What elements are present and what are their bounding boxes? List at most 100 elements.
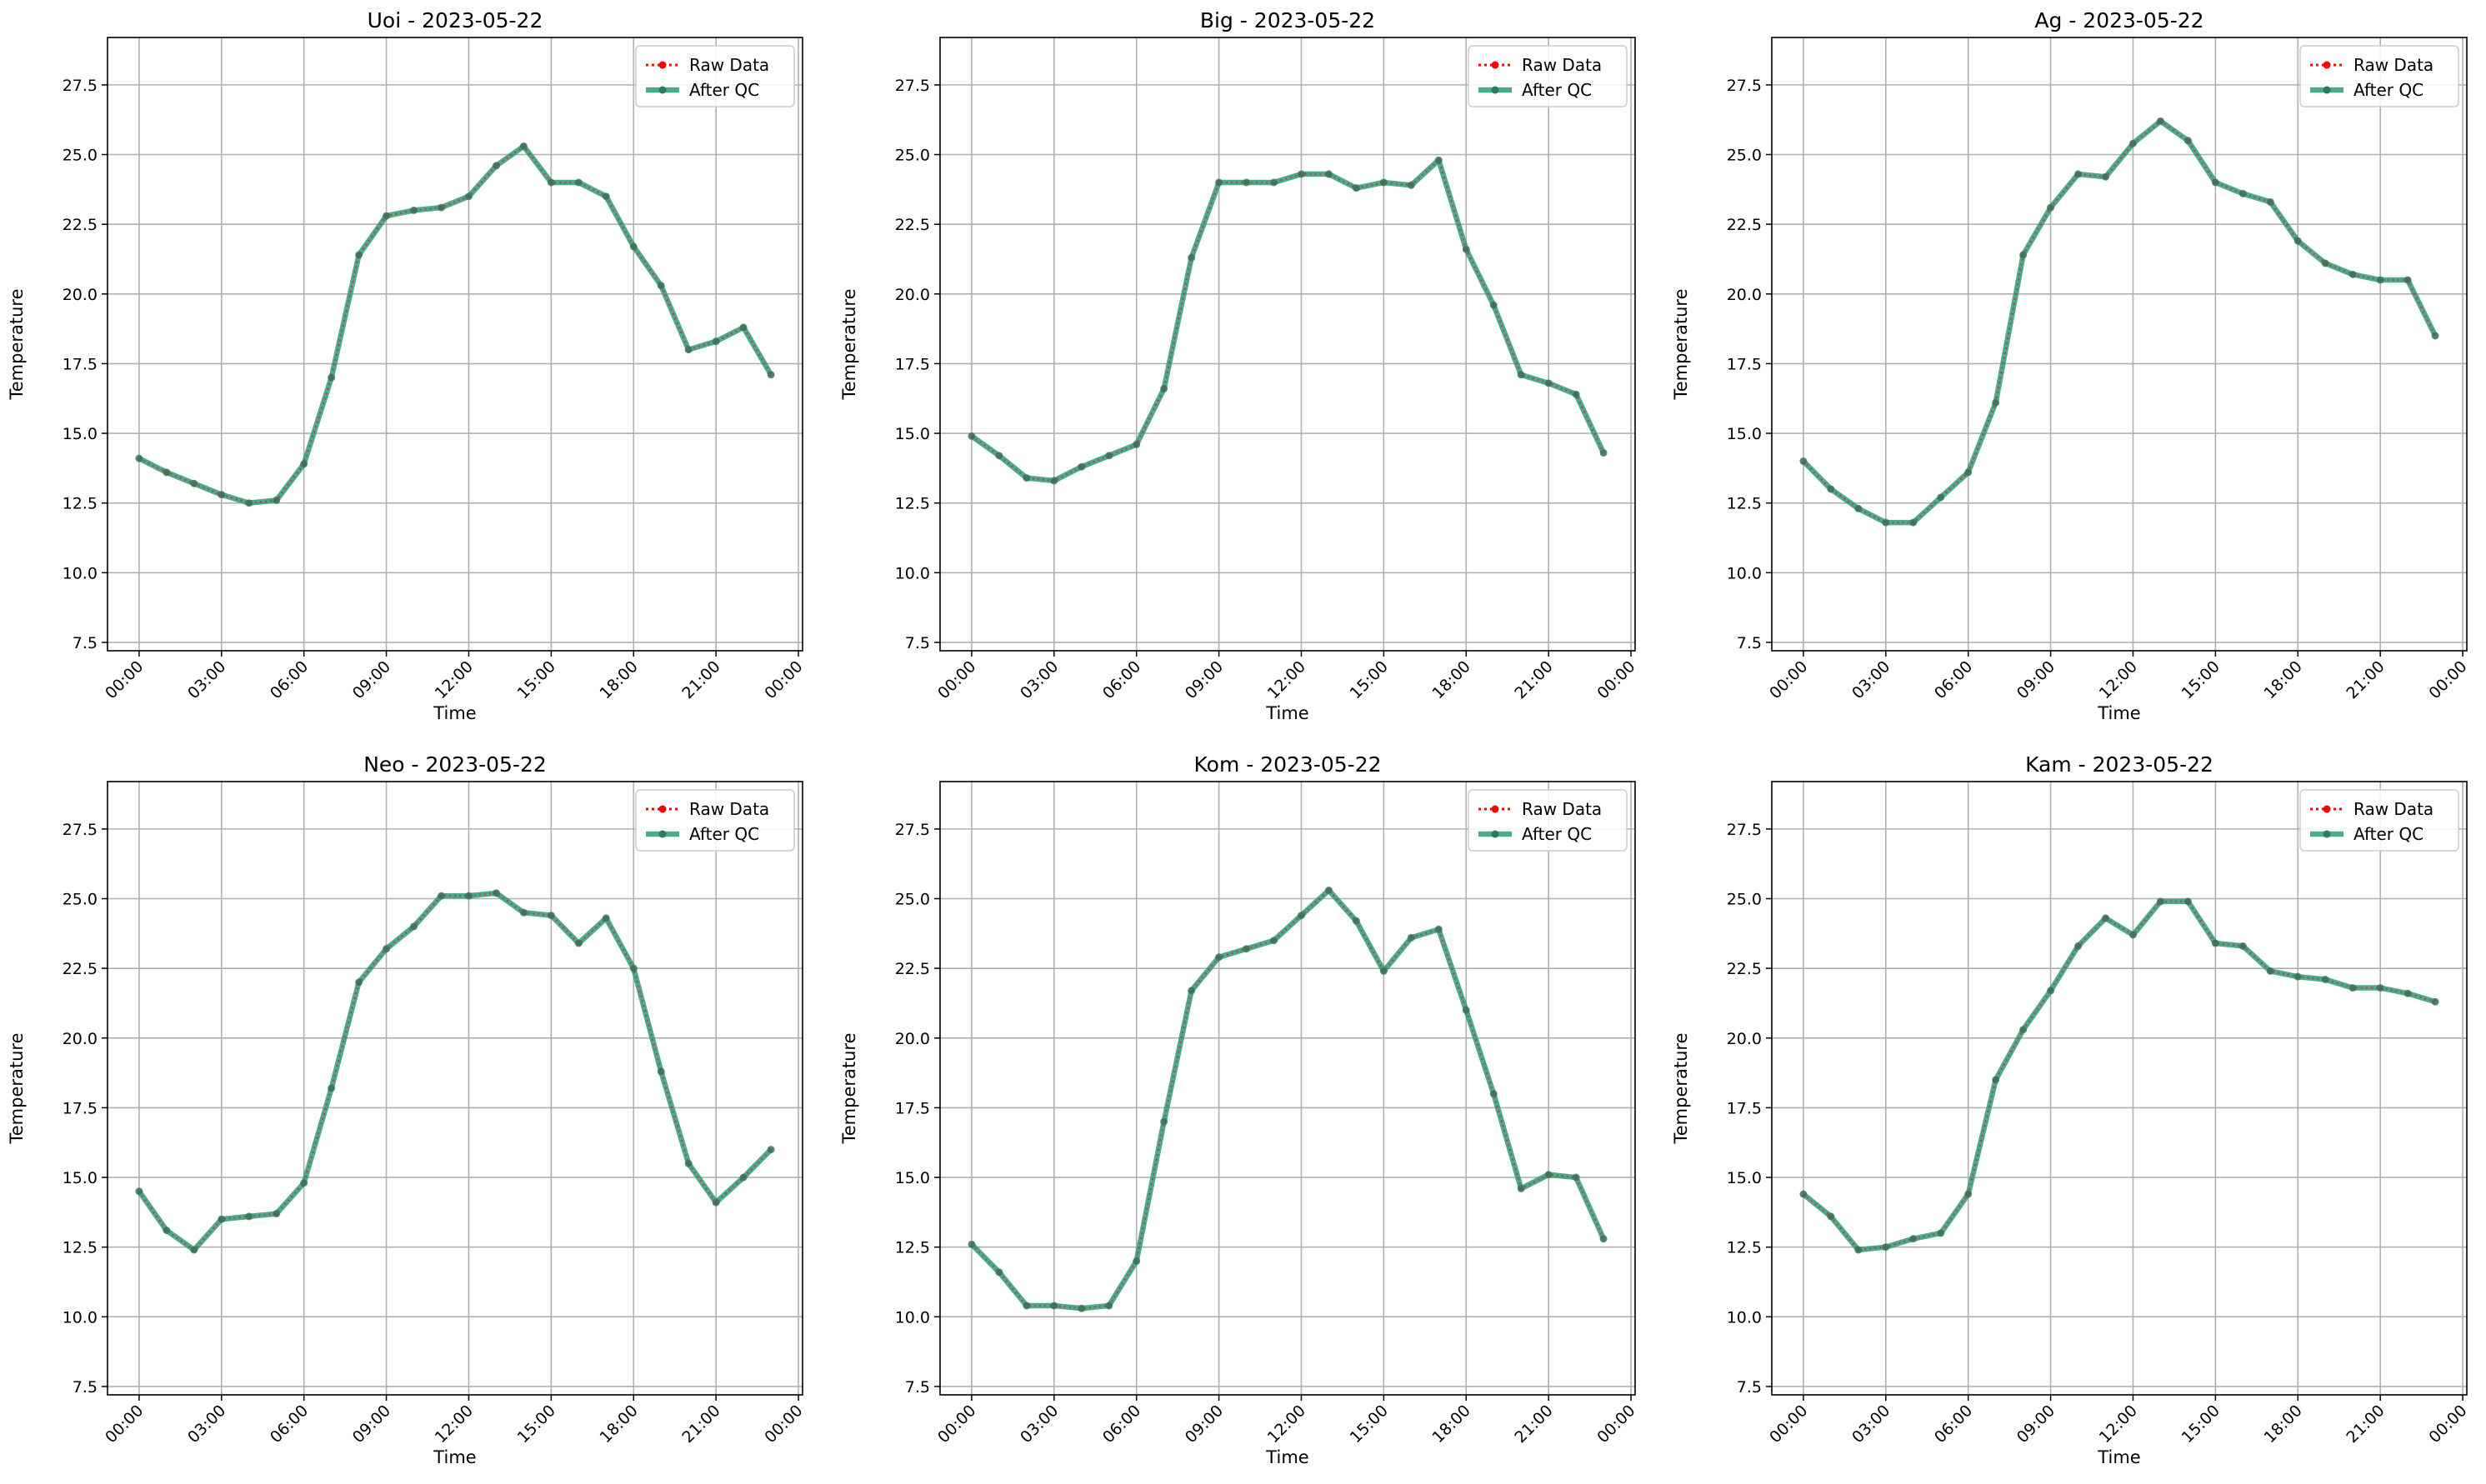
data-point-after-qc bbox=[1489, 1090, 1498, 1098]
x-tick-label: 00:00 bbox=[1593, 657, 1638, 702]
data-point-after-qc bbox=[1297, 170, 1305, 178]
legend-label-raw-data: Raw Data bbox=[2353, 55, 2433, 75]
data-point-after-qc bbox=[1243, 945, 1251, 953]
y-tick-label: 15.0 bbox=[895, 1169, 930, 1187]
data-point-after-qc bbox=[2321, 976, 2329, 984]
y-tick-label: 10.0 bbox=[895, 1308, 930, 1327]
legend-marker-after-qc bbox=[1491, 830, 1499, 838]
x-tick-label: 21:00 bbox=[2343, 657, 2388, 702]
data-point-after-qc bbox=[684, 346, 693, 354]
series-line-after-qc bbox=[970, 157, 1607, 484]
y-tick-label: 22.5 bbox=[1727, 216, 1762, 234]
data-point-after-qc bbox=[1023, 474, 1031, 482]
chart-title: Big - 2023-05-22 bbox=[1200, 8, 1375, 32]
x-tick-label: 12:00 bbox=[432, 1402, 477, 1447]
x-tick-label: 06:00 bbox=[1099, 657, 1144, 702]
y-tick-label: 7.5 bbox=[905, 1378, 930, 1397]
data-point-after-qc bbox=[2102, 914, 2110, 922]
axes-frame bbox=[1771, 37, 2468, 652]
legend-marker-raw-data bbox=[658, 61, 667, 69]
legend-label-after-qc: After QC bbox=[2353, 824, 2423, 844]
data-point-after-qc bbox=[2431, 997, 2439, 1006]
y-tick-label: 7.5 bbox=[1737, 634, 1762, 652]
y-tick-label: 25.0 bbox=[1727, 891, 1762, 909]
data-point-after-qc bbox=[2376, 984, 2384, 992]
data-point-after-qc bbox=[1854, 1246, 1863, 1254]
data-point-after-qc bbox=[1379, 967, 1388, 975]
x-tick-label: 03:00 bbox=[1848, 657, 1893, 702]
legend-marker-after-qc bbox=[2323, 830, 2331, 838]
data-point-after-qc bbox=[2376, 276, 2384, 284]
legend-label-raw-data: Raw Data bbox=[2353, 799, 2433, 819]
y-tick-label: 17.5 bbox=[63, 1099, 98, 1117]
y-tick-label: 7.5 bbox=[73, 1378, 98, 1397]
data-point-after-qc bbox=[1188, 253, 1196, 262]
y-tick-label: 22.5 bbox=[895, 960, 930, 978]
legend: Raw Data After QC bbox=[1468, 789, 1628, 852]
x-tick-label: 06:00 bbox=[1931, 1402, 1976, 1447]
data-point-after-qc bbox=[2238, 942, 2247, 950]
data-point-after-qc bbox=[1517, 371, 1525, 379]
x-tick-label: 12:00 bbox=[432, 657, 477, 702]
x-axis-label: Time bbox=[2097, 703, 2140, 723]
legend-marker-raw-data bbox=[2323, 61, 2331, 69]
data-point-after-qc bbox=[1937, 493, 1945, 502]
data-point-after-qc bbox=[355, 978, 363, 987]
data-point-after-qc bbox=[1215, 953, 1223, 962]
data-point-after-qc bbox=[135, 1187, 143, 1196]
y-tick-label: 20.0 bbox=[895, 1030, 930, 1048]
y-tick-label: 15.0 bbox=[1727, 425, 1762, 443]
subplot-6: Kam - 2023-05-22 00:00 03:00 06:00 09:00 12:0… bbox=[1671, 752, 2471, 1467]
data-point-after-qc bbox=[2348, 270, 2357, 278]
legend-label-raw-data: Raw Data bbox=[1522, 55, 1602, 75]
data-point-after-qc bbox=[1827, 1212, 1835, 1221]
x-tick-label: 12:00 bbox=[1264, 657, 1309, 702]
y-tick-label: 25.0 bbox=[63, 891, 98, 909]
y-tick-label: 27.5 bbox=[63, 77, 98, 95]
subplot-1: Uoi - 2023-05-22 00:00 03:00 06:00 09:00 12:0… bbox=[7, 8, 807, 723]
y-tick-label: 12.5 bbox=[1727, 495, 1762, 513]
legend: Raw Data After QC bbox=[2299, 789, 2459, 852]
y-tick-label: 10.0 bbox=[63, 1308, 98, 1327]
x-tick-label: 00:00 bbox=[934, 657, 979, 702]
data-point-after-qc bbox=[547, 178, 555, 187]
legend-label-raw-data: Raw Data bbox=[689, 799, 769, 819]
x-tick-label: 18:00 bbox=[2261, 657, 2306, 702]
x-tick-label: 09:00 bbox=[1182, 1402, 1227, 1447]
data-point-after-qc bbox=[2321, 259, 2329, 267]
y-tick-label: 25.0 bbox=[1727, 147, 1762, 165]
x-tick-label: 00:00 bbox=[761, 657, 806, 702]
y-tick-label: 22.5 bbox=[1727, 960, 1762, 978]
x-tick-label: 06:00 bbox=[1099, 1402, 1144, 1447]
x-tick-label: 18:00 bbox=[597, 1402, 642, 1447]
x-tick-label: 03:00 bbox=[1017, 1402, 1062, 1447]
data-point-after-qc bbox=[657, 1067, 665, 1076]
data-point-after-qc bbox=[163, 1227, 171, 1235]
y-tick-label: 20.0 bbox=[895, 286, 930, 304]
y-tick-label: 27.5 bbox=[63, 821, 98, 839]
x-tick-label: 15:00 bbox=[514, 1402, 559, 1447]
grid bbox=[1772, 37, 2467, 651]
grid bbox=[1772, 782, 2467, 1395]
x-tick-label: 09:00 bbox=[2013, 657, 2058, 702]
data-point-after-qc bbox=[547, 912, 555, 920]
y-tick-label: 22.5 bbox=[895, 216, 930, 234]
subplot-3: Ag - 2023-05-22 00:00 03:00 06:00 09:00 12:00… bbox=[1671, 8, 2471, 723]
chart-title: Neo - 2023-05-22 bbox=[363, 752, 547, 777]
data-point-after-qc bbox=[1407, 181, 1415, 189]
x-tick-label: 09:00 bbox=[349, 1402, 394, 1447]
grid bbox=[108, 37, 803, 651]
data-point-after-qc bbox=[1909, 1235, 1918, 1243]
data-point-after-qc bbox=[1078, 462, 1086, 471]
x-axis-label: Time bbox=[433, 703, 476, 723]
data-point-after-qc bbox=[602, 914, 610, 922]
x-tick-label: 09:00 bbox=[349, 657, 394, 702]
data-point-after-qc bbox=[712, 337, 720, 346]
y-tick-label: 7.5 bbox=[73, 634, 98, 652]
series-line-after-qc bbox=[138, 143, 773, 506]
legend-marker-raw-data bbox=[1491, 805, 1499, 813]
data-point-after-qc bbox=[410, 922, 418, 931]
data-point-after-qc bbox=[1799, 457, 1808, 466]
y-tick-label: 17.5 bbox=[1727, 1099, 1762, 1117]
